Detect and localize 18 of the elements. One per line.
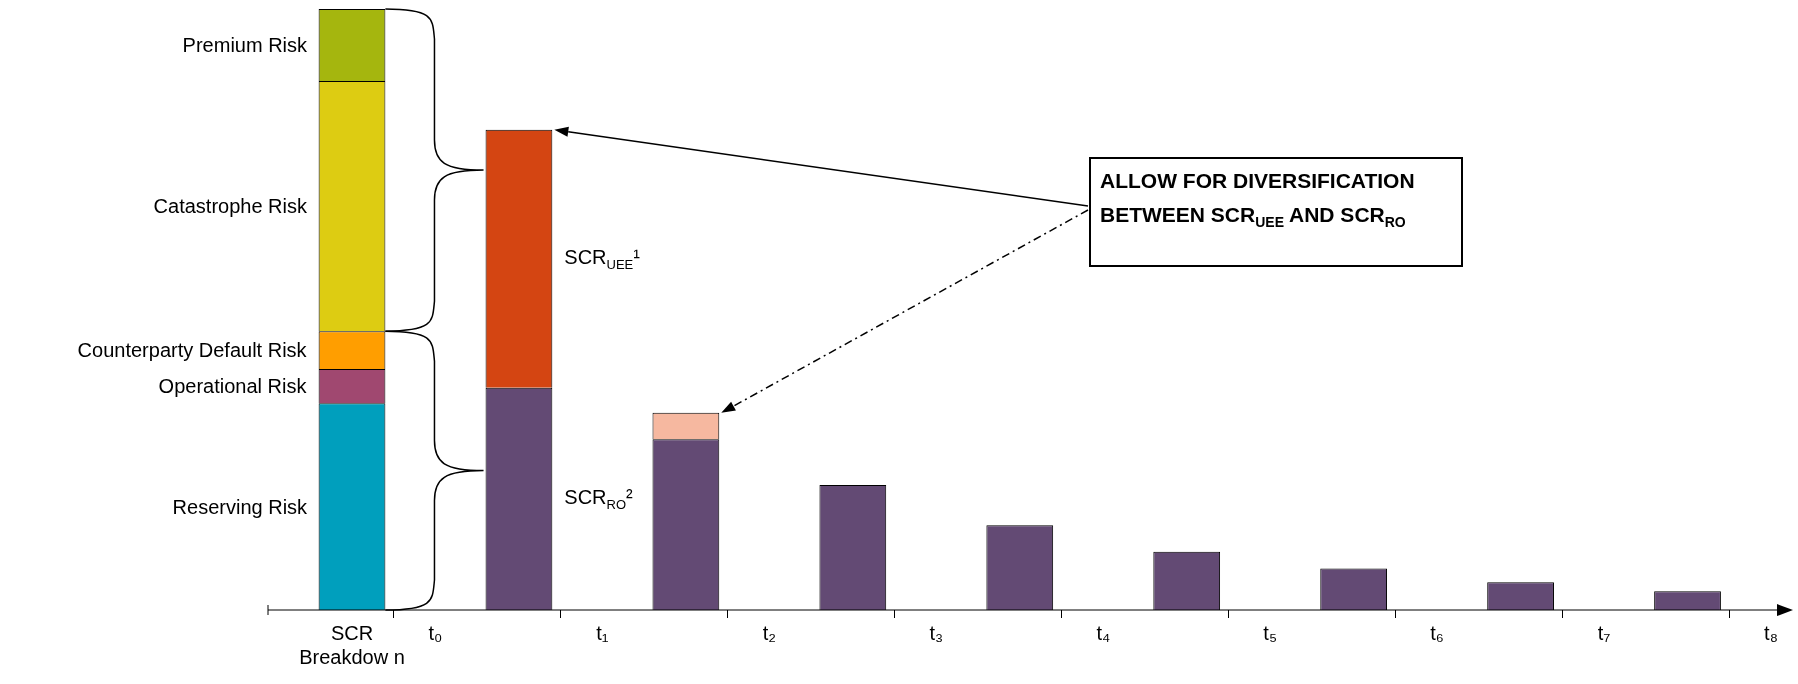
series-label: Reserving Risk — [172, 495, 308, 519]
x-tick-label: t₄ — [1096, 621, 1111, 644]
series-label: Premium Risk — [182, 33, 308, 57]
x-tick-label: t₂ — [762, 621, 777, 644]
series-label: SCR$_{UEE}$¹ — [564, 245, 640, 272]
series-label: SCR$_{RO}$² — [564, 485, 633, 512]
x-tick-label: t₅ — [1263, 621, 1277, 644]
x-tick-label: t₀ — [428, 621, 443, 644]
x-tick-label: SCR Breakdow n — [299, 621, 405, 668]
x-tick-label: t₆ — [1430, 621, 1444, 644]
annotation: ALLOW FOR DIVERSIFICATION BETWEEN SCR$_{UEE}$ AND SCR$_{RO}$ — [1100, 168, 1416, 233]
x-tick-label: t₇ — [1597, 621, 1611, 644]
x-tick-label: t₈ — [1764, 621, 1778, 644]
x-tick-label: t₁ — [596, 621, 609, 644]
series-label: Counterparty Default Risk — [77, 338, 307, 362]
x-tick-label: t₃ — [929, 621, 944, 644]
series-label: Operational Risk — [158, 374, 307, 398]
series-label: Catastrophe Risk — [153, 194, 308, 218]
